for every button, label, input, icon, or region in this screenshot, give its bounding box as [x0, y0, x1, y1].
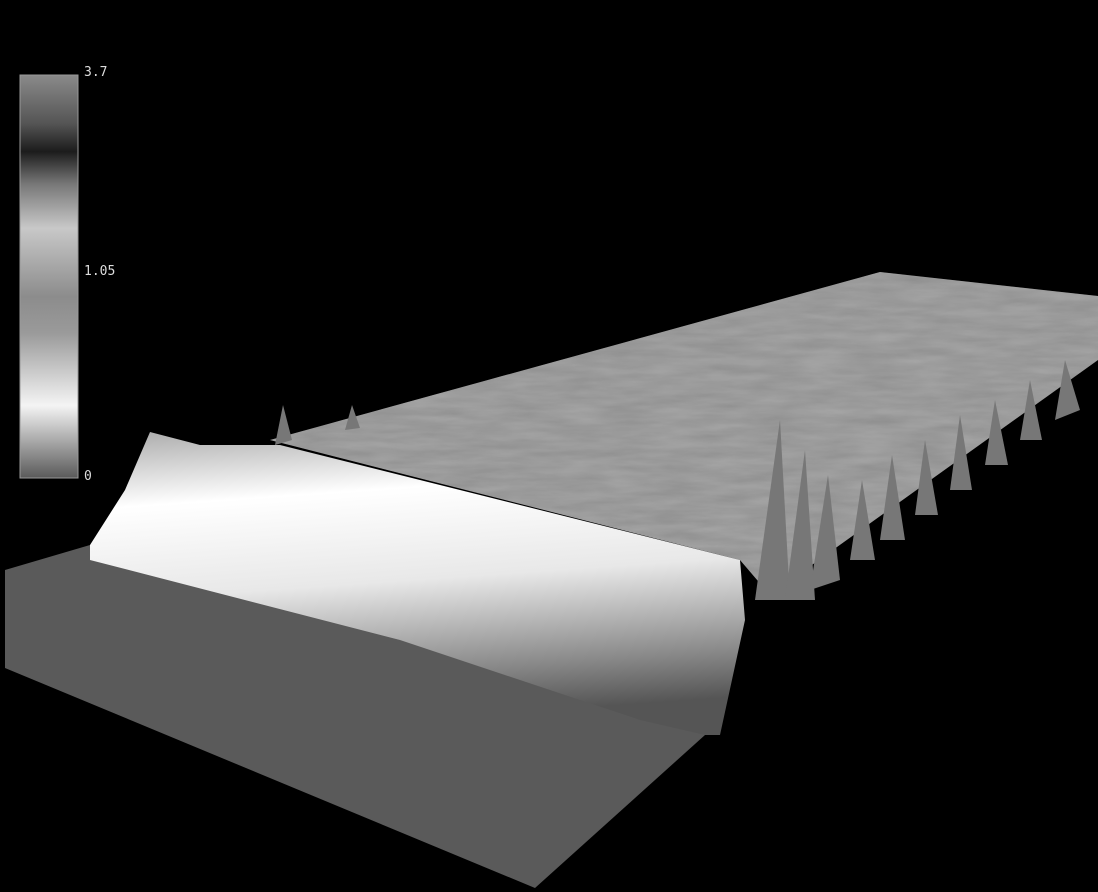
colorbar-label: 1.05 [84, 265, 115, 279]
page: 3.7 1.05 0 (() => { const data = JSON.pa… [0, 0, 1098, 892]
surface-view [0, 0, 1098, 892]
colorbar [20, 75, 78, 478]
colorbar-label: 3.7 [84, 66, 107, 80]
colorbar-label: 0 [84, 470, 92, 484]
